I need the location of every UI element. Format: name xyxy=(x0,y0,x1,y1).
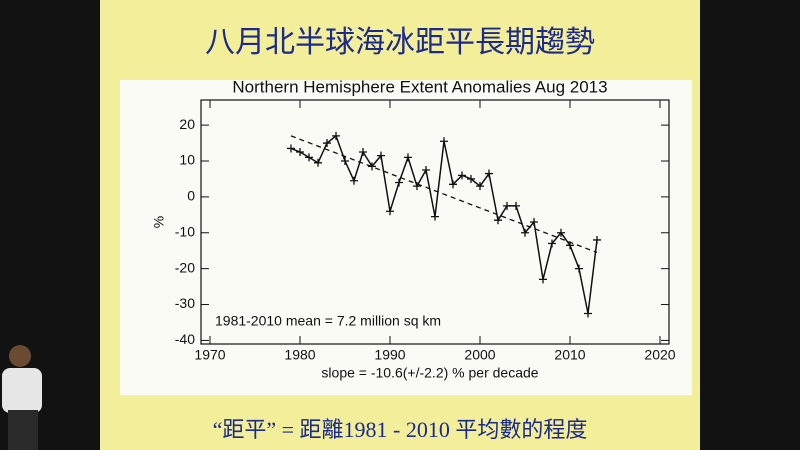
y-tick-label: 10 xyxy=(179,152,195,168)
annotation: 1981-2010 mean = 7.2 million sq km xyxy=(215,313,441,329)
y-axis-label: % xyxy=(151,216,167,228)
data-point xyxy=(287,144,295,153)
data-point xyxy=(449,180,457,189)
x-tick-label: 1990 xyxy=(374,347,405,363)
trend-line xyxy=(290,135,598,254)
data-point xyxy=(593,235,601,244)
data-point xyxy=(530,218,538,226)
data-point xyxy=(467,174,475,183)
y-tick-label: 0 xyxy=(187,188,195,204)
data-point xyxy=(413,182,421,191)
slide-title: 八月北半球海冰距平長期趨勢 xyxy=(205,26,595,59)
data-point xyxy=(575,264,583,273)
y-tick-label: -10 xyxy=(175,223,195,239)
x-axis-label: slope = -10.6(+/-2.2) % per decade xyxy=(321,365,538,381)
data-point xyxy=(548,239,556,248)
data-point xyxy=(566,241,574,250)
y-tick-label: -30 xyxy=(175,295,195,311)
data-point xyxy=(341,157,349,165)
presenter xyxy=(2,345,42,450)
data-point xyxy=(584,309,592,318)
y-tick-label: 20 xyxy=(179,116,195,132)
data-point xyxy=(458,171,466,180)
chart-title: Northern Hemisphere Extent Anomalies Aug… xyxy=(232,77,607,96)
x-tick-label: 2020 xyxy=(644,347,675,363)
data-point xyxy=(521,228,529,237)
data-point xyxy=(557,228,565,237)
data-point xyxy=(368,162,376,171)
data-point xyxy=(512,201,520,210)
data-point xyxy=(503,201,511,210)
data-point xyxy=(404,153,412,162)
data-point xyxy=(314,158,322,167)
x-tick-label: 2000 xyxy=(464,347,495,363)
data-point xyxy=(377,151,385,160)
y-tick-label: -40 xyxy=(175,331,195,347)
y-tick-label: -20 xyxy=(175,259,195,275)
data-point xyxy=(539,275,547,284)
data-point xyxy=(386,207,394,216)
x-tick-label: 1970 xyxy=(194,347,225,363)
data-point xyxy=(395,178,403,187)
data-point xyxy=(323,139,331,148)
data-point xyxy=(350,176,358,185)
data-point xyxy=(494,216,502,225)
x-tick-label: 1980 xyxy=(284,347,315,363)
data-point xyxy=(296,148,304,157)
data-point xyxy=(485,169,493,178)
data-point xyxy=(476,182,484,191)
data-point xyxy=(332,131,340,140)
data-point xyxy=(305,153,313,162)
data-point xyxy=(422,165,430,174)
x-tick-label: 2010 xyxy=(554,347,585,363)
plot-frame xyxy=(200,99,670,345)
footer: “距平” = 距離1981 - 2010 平均數的程度 xyxy=(213,417,588,442)
data-point xyxy=(359,148,367,157)
data-point xyxy=(440,137,448,146)
data-point xyxy=(431,212,439,221)
